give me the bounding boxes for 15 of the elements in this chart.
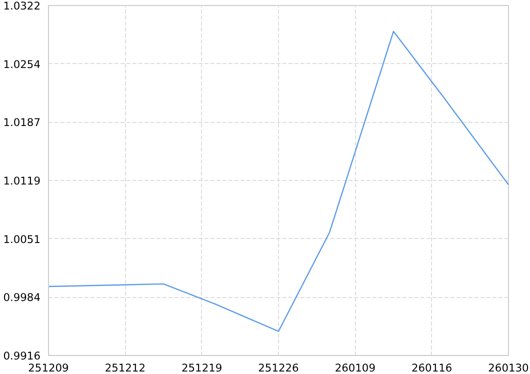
- x-tick-label: 251219: [181, 362, 222, 374]
- y-tick-label: 1.0051: [3, 232, 41, 246]
- y-tick-label: 1.0254: [3, 58, 41, 71]
- line-series: [48, 30, 508, 332]
- x-tick-label: 260109: [334, 362, 376, 374]
- y-tick-label: 1.0322: [3, 0, 41, 12]
- x-tick-label: 251209: [28, 362, 70, 374]
- x-tick-label: 251212: [104, 362, 146, 374]
- x-tick-label: 260130: [488, 362, 530, 374]
- x-tick-label: 251226: [258, 362, 300, 374]
- y-tick-label: 0.9984: [3, 291, 41, 304]
- y-tick-label: 1.0119: [3, 174, 41, 188]
- y-tick-label: 1.0187: [3, 116, 41, 130]
- x-tick-label: 260116: [411, 362, 452, 374]
- y-tick-label: 0.9916: [3, 350, 41, 362]
